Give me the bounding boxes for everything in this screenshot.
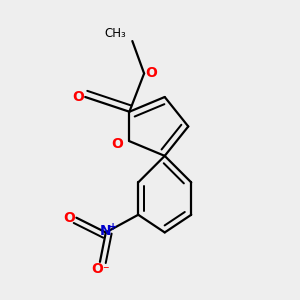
Text: O: O [91,262,103,276]
Text: O: O [63,211,75,225]
Text: O: O [112,137,124,151]
Text: ⁻: ⁻ [102,264,109,277]
Text: O: O [146,66,158,80]
Text: N: N [100,224,112,238]
Text: +: + [109,222,117,232]
Text: O: O [72,90,84,104]
Text: CH₃: CH₃ [105,27,126,40]
